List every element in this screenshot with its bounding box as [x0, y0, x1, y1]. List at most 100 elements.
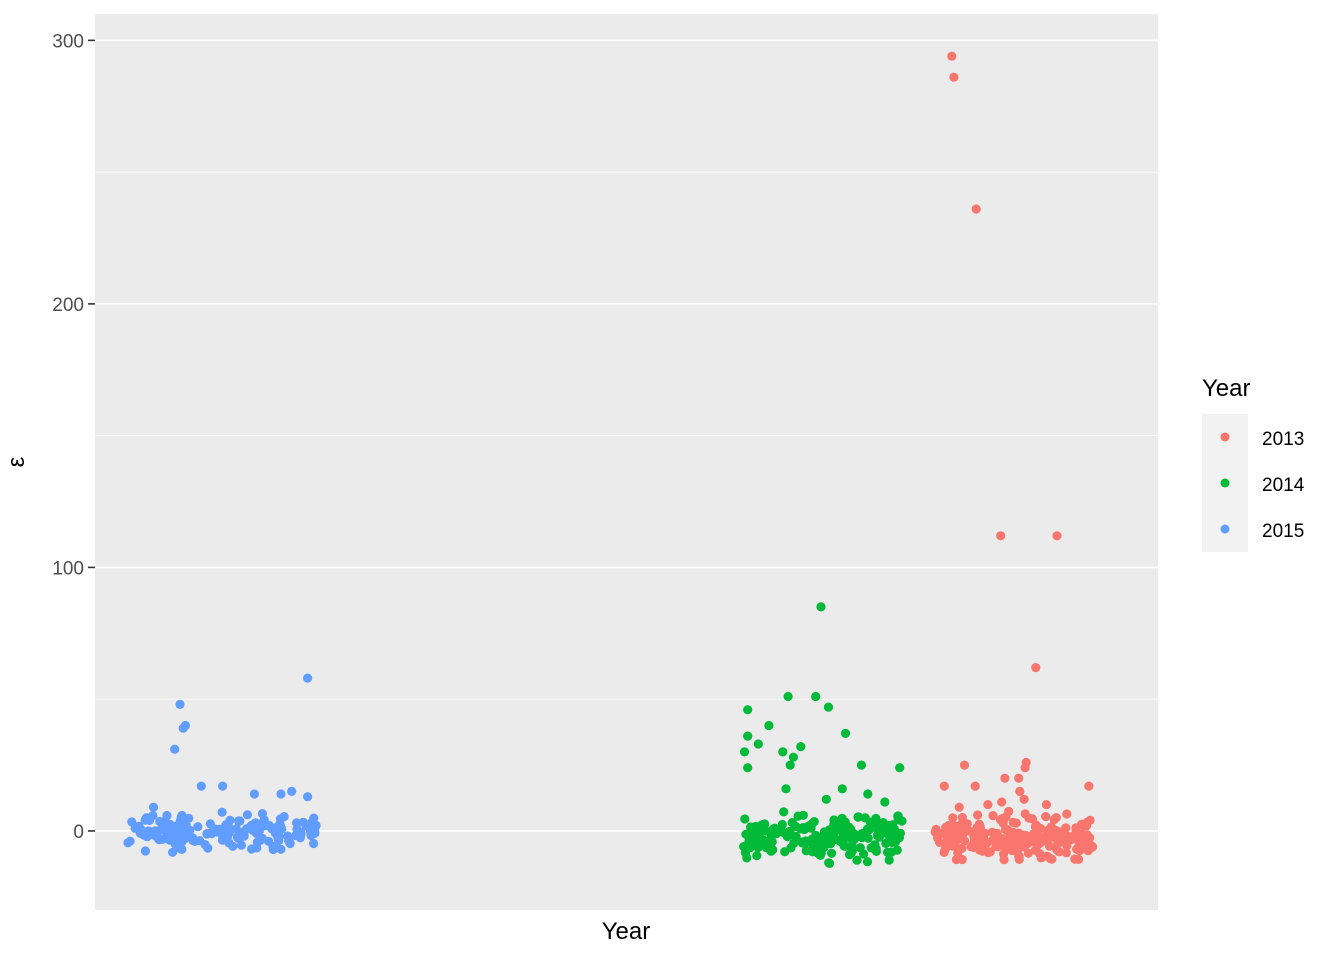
data-point-2014: [860, 813, 870, 823]
data-point-2013: [940, 845, 950, 855]
data-point-2015: [225, 815, 235, 825]
data-point-2014: [889, 832, 899, 842]
data-point-2015: [287, 786, 297, 797]
data-point-2015: [264, 820, 274, 831]
x-axis-title: Year: [602, 918, 651, 945]
data-point-2014: [837, 784, 847, 794]
data-point-2015: [242, 810, 252, 820]
data-point-2015: [175, 699, 185, 710]
data-point-2014: [862, 824, 872, 834]
data-point-2013: [970, 781, 980, 791]
data-point-2013: [1017, 837, 1027, 847]
data-point-2014: [823, 702, 834, 712]
data-point-2014: [777, 819, 787, 830]
data-point-2015: [175, 843, 185, 854]
data-point-2013: [1052, 845, 1062, 855]
data-point-2014: [862, 857, 873, 867]
data-point-2015: [303, 792, 313, 802]
data-point-2013: [1082, 840, 1092, 850]
data-point-2014: [743, 763, 753, 773]
data-point-2015: [162, 827, 172, 837]
data-point-2013: [1074, 841, 1085, 851]
data-point-2013: [1001, 844, 1011, 855]
data-point-2013: [950, 840, 960, 850]
data-point-2014: [870, 844, 880, 854]
data-point-2015: [196, 781, 206, 791]
data-point-2013: [947, 51, 957, 61]
data-points: [123, 51, 1098, 869]
data-point-2015: [148, 810, 158, 821]
data-point-2014: [797, 837, 807, 847]
data-point-2013: [1020, 809, 1030, 819]
data-point-2013: [1004, 806, 1014, 817]
plot-panel: [95, 14, 1158, 910]
data-point-2014: [816, 842, 826, 853]
data-point-2013: [931, 824, 941, 835]
data-point-2013: [959, 760, 970, 770]
data-point-2013: [969, 842, 979, 853]
data-point-2013: [1055, 831, 1065, 841]
data-point-2015: [310, 826, 320, 836]
data-point-2014: [897, 816, 907, 826]
data-point-2014: [767, 836, 777, 846]
data-point-2013: [1061, 848, 1071, 858]
data-point-2015: [174, 835, 185, 845]
data-point-2014: [882, 847, 893, 857]
data-point-2013: [1029, 829, 1039, 839]
data-point-2014: [796, 742, 806, 752]
data-point-2013: [973, 829, 983, 840]
data-point-2015: [195, 836, 205, 846]
data-point-2014: [768, 824, 778, 834]
data-point-2013: [983, 800, 993, 810]
data-point-2015: [217, 835, 228, 845]
data-point-2015: [174, 825, 184, 836]
data-point-2013: [1046, 822, 1056, 833]
data-point-2013: [1034, 839, 1044, 849]
data-point-2015: [215, 826, 226, 836]
data-point-2015: [161, 819, 171, 829]
data-point-2013: [1031, 663, 1041, 673]
y-axis: 0 100 200 300: [52, 31, 95, 843]
y-tick-label: 100: [52, 558, 84, 579]
data-point-2015: [301, 821, 311, 831]
data-point-2015: [236, 840, 246, 850]
data-point-2013: [1041, 812, 1051, 822]
data-point-2013: [1020, 763, 1030, 773]
data-point-2015: [249, 789, 259, 799]
data-point-2015: [257, 833, 267, 844]
data-point-2015: [252, 843, 262, 853]
data-point-2015: [248, 825, 258, 836]
data-point-2015: [218, 781, 228, 791]
data-point-2014: [801, 846, 811, 856]
data-point-2015: [255, 819, 266, 829]
data-point-2014: [752, 851, 762, 861]
data-point-2015: [127, 817, 137, 827]
data-point-2013: [957, 854, 967, 865]
data-point-2013: [1019, 794, 1029, 804]
data-point-2015: [176, 812, 186, 822]
y-tick-label: 300: [52, 31, 84, 52]
data-point-2013: [991, 841, 1001, 852]
data-point-2013: [973, 810, 983, 820]
data-point-2013: [1041, 800, 1051, 810]
data-point-2015: [154, 835, 164, 845]
data-point-2015: [207, 827, 217, 837]
data-point-2013: [1051, 813, 1061, 823]
data-point-2015: [185, 825, 195, 835]
data-point-2013: [1042, 851, 1052, 861]
data-point-2014: [846, 828, 856, 839]
data-point-2014: [852, 855, 862, 865]
data-point-2013: [959, 824, 970, 834]
data-point-2013: [1082, 821, 1092, 831]
data-point-2015: [148, 802, 159, 812]
data-point-2013: [1084, 781, 1094, 791]
data-point-2014: [812, 833, 822, 843]
data-point-2014: [840, 728, 851, 739]
y-axis-title: ε: [3, 456, 30, 467]
data-point-2014: [815, 850, 826, 861]
data-point-2014: [779, 807, 789, 817]
data-point-2015: [276, 844, 286, 854]
data-point-2013: [948, 813, 958, 823]
data-point-2013: [1015, 786, 1025, 797]
